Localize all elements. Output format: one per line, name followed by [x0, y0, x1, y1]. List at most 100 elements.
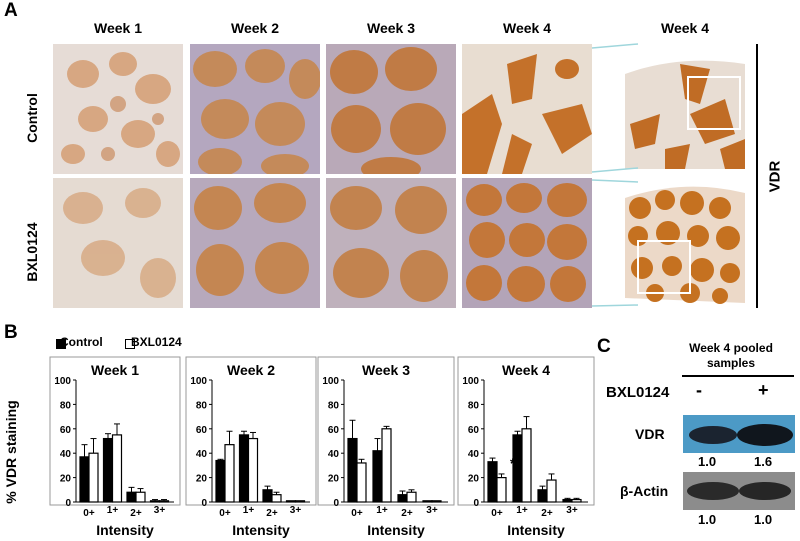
y-tick-label: 0 — [201, 498, 207, 509]
y-tick-label: 40 — [468, 449, 480, 460]
bar-bxl0124 — [406, 491, 417, 503]
vdr-value-lane1: 1.0 — [698, 454, 717, 469]
x-axis-label: Intensity — [367, 522, 425, 538]
bar-bxl0124 — [224, 444, 235, 503]
x-tick-label: 1+ — [516, 505, 528, 516]
x-tick-label: 2+ — [266, 508, 278, 519]
vdr-value-lane2: 1.6 — [754, 454, 773, 469]
y-tick-label: 40 — [60, 449, 72, 460]
y-tick-label: 20 — [196, 474, 208, 485]
bar-control — [126, 491, 137, 503]
bar-bxl0124 — [381, 428, 392, 503]
bar-control — [238, 434, 250, 503]
legend-swatch-bxl0124 — [125, 339, 135, 349]
micrograph-control-week2 — [190, 44, 320, 174]
x-tick-label: 3+ — [566, 505, 578, 516]
panel-letter-c: C — [597, 336, 611, 357]
x-axis-label: Intensity — [96, 522, 154, 538]
y-tick-label: 20 — [328, 474, 340, 485]
panel-letter-b: B — [4, 322, 18, 343]
bar-bxl0124 — [521, 428, 532, 503]
lane-plus: + — [758, 380, 769, 400]
y-tick-label: 40 — [328, 449, 340, 460]
y-tick-label: 80 — [196, 400, 208, 411]
vdr-marker-label: VDR — [766, 160, 784, 193]
x-tick-label: 1+ — [243, 505, 255, 516]
bar-control — [562, 498, 573, 503]
vdr-bracket-line — [756, 44, 758, 308]
x-tick-label: 1+ — [107, 505, 119, 516]
bar-bxl0124 — [496, 476, 507, 503]
bar-control — [215, 459, 226, 503]
y-tick-label: 100 — [190, 376, 207, 387]
bar-bxl0124 — [88, 452, 99, 503]
y-tick-label: 100 — [54, 376, 71, 387]
x-tick-label: 0+ — [351, 508, 363, 519]
vdr-blot — [683, 415, 795, 453]
bar-control — [422, 500, 433, 503]
actin-value-lane1: 1.0 — [698, 512, 717, 527]
bar-control — [285, 500, 297, 503]
y-tick-label: 100 — [462, 376, 479, 387]
bar-control — [347, 437, 358, 503]
western-title-line2: samples — [706, 356, 756, 370]
column-title-week2: Week 2 — [231, 20, 279, 36]
western-title-line1: Week 4 pooled — [689, 341, 773, 355]
micrograph-bxl0124-week3 — [326, 178, 456, 308]
micrograph-bxl0124-week2 — [190, 178, 320, 308]
western-title-underline — [682, 375, 794, 377]
x-tick-label: 0+ — [491, 508, 503, 519]
chart-frame — [317, 356, 455, 506]
legend-label-bxl0124: BXL0124 — [131, 335, 182, 349]
y-tick-label: 0 — [473, 498, 479, 509]
bar-bxl0124 — [431, 500, 442, 503]
chart-frame — [49, 356, 181, 506]
bar-bxl0124 — [546, 479, 557, 503]
bar-bxl0124 — [571, 498, 582, 503]
micrograph-control-week4-zoom — [620, 44, 750, 174]
micrograph-control-week1 — [53, 44, 183, 174]
bar-bxl0124 — [158, 500, 170, 503]
chart-title: Week 2 — [227, 362, 275, 378]
legend-label-control: Control — [60, 335, 103, 349]
bar-control — [149, 500, 161, 503]
y-tick-label: 60 — [328, 425, 340, 436]
bar-charts: % VDR staining Week 1 0 20 40 60 80 100 0+ 1+ 2+ 3+… — [3, 356, 595, 538]
x-tick-label: 1+ — [376, 505, 388, 516]
y-tick-label: 0 — [65, 498, 71, 509]
x-tick-label: 3+ — [290, 505, 302, 516]
y-tick-label: 80 — [468, 400, 480, 411]
x-tick-label: 0+ — [83, 508, 95, 519]
y-tick-label: 60 — [196, 425, 208, 436]
y-tick-label: 0 — [333, 498, 339, 509]
column-title-week4: Week 4 — [503, 20, 551, 36]
bar-control — [487, 461, 498, 503]
y-tick-label: 100 — [322, 376, 339, 387]
x-tick-label: 2+ — [401, 508, 413, 519]
y-tick-label: 80 — [60, 400, 72, 411]
bar-control — [537, 489, 548, 503]
x-tick-label: 2+ — [541, 508, 553, 519]
blot-label-vdr: VDR — [635, 426, 665, 442]
bar-control — [397, 494, 408, 503]
bar-control — [262, 489, 273, 503]
x-tick-label: 2+ — [130, 508, 142, 519]
chart-frame — [457, 356, 595, 506]
y-tick-label: 80 — [328, 400, 340, 411]
bar-bxl0124 — [271, 494, 282, 503]
lane-minus: - — [696, 380, 702, 400]
bar-bxl0124 — [111, 434, 123, 503]
x-tick-label: 0+ — [219, 508, 231, 519]
actin-value-lane2: 1.0 — [754, 512, 773, 527]
x-tick-label: 3+ — [154, 505, 166, 516]
y-tick-label: 20 — [468, 474, 480, 485]
micrograph-control-week3 — [326, 44, 456, 174]
x-axis-label: Intensity — [232, 522, 290, 538]
chart-title: Week 1 — [91, 362, 139, 378]
significance-asterisk: * — [510, 455, 516, 471]
x-axis-label: Intensity — [507, 522, 565, 538]
x-tick-label: 3+ — [426, 505, 438, 516]
bar-control — [79, 456, 90, 503]
y-tick-label: 60 — [468, 425, 480, 436]
micrograph-bxl0124-week4 — [462, 178, 592, 308]
